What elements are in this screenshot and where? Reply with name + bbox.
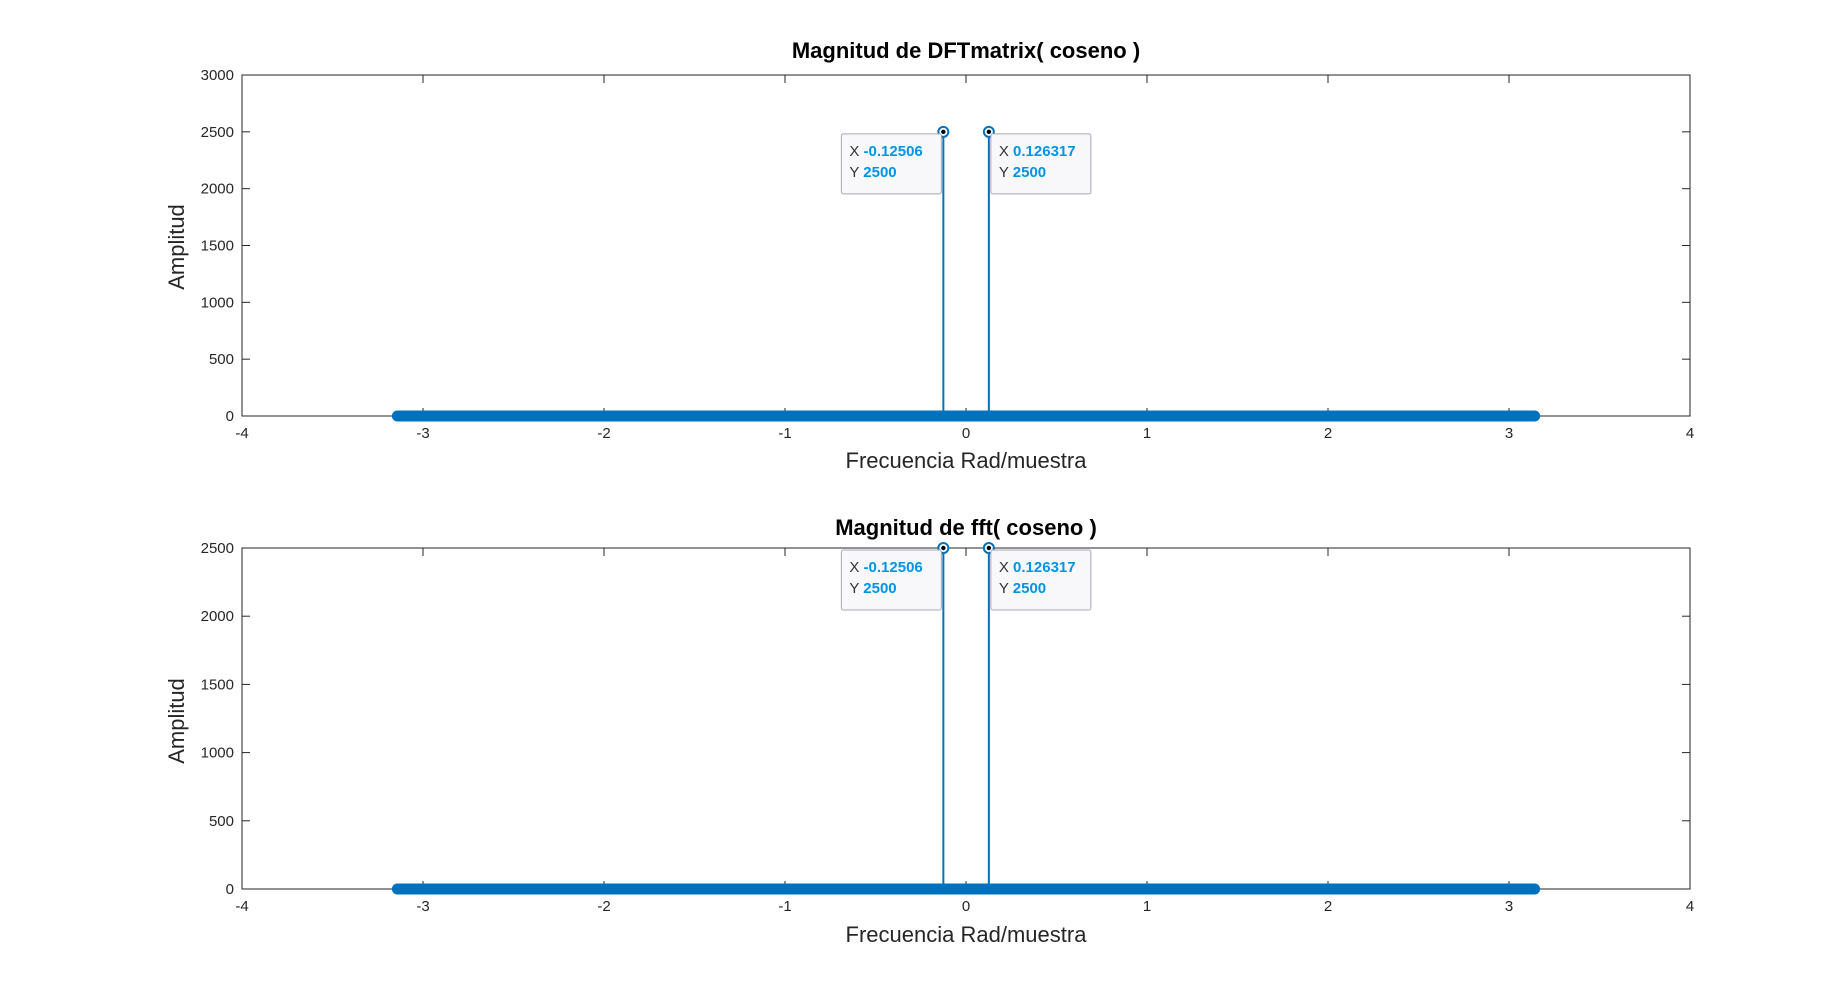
- datatip-label: X: [999, 143, 1013, 160]
- subplot-2-title: Magnitud de fft( coseno ): [835, 515, 1097, 540]
- subplot-2-ylabel: Amplitud: [164, 678, 189, 764]
- subplot-1-title: Magnitud de DFTmatrix( coseno ): [792, 38, 1140, 63]
- datatip-value: 2500: [1013, 580, 1046, 597]
- y-tick-label: 500: [209, 813, 234, 830]
- datatip-row: X -0.12506: [849, 559, 922, 576]
- subplot-1[interactable]: Magnitud de DFTmatrix( coseno ) Frecuenc…: [164, 38, 1694, 473]
- datatip-box: [840, 549, 942, 611]
- datatip-value: 0.126317: [1013, 559, 1076, 576]
- subplot-1-xlabel: Frecuencia Rad/muestra: [846, 448, 1088, 473]
- datatip-label: Y: [849, 164, 863, 181]
- datatip-anchor-dot: [986, 545, 992, 551]
- datatip-label: X: [849, 559, 863, 576]
- datatip-label: Y: [849, 580, 863, 597]
- x-tick-label: 1: [1143, 898, 1151, 915]
- x-tick-label: 3: [1505, 898, 1513, 915]
- subplot-1-ylabel: Amplitud: [164, 204, 189, 290]
- y-tick-label: 2000: [201, 608, 234, 625]
- axes-box: [241, 547, 1691, 890]
- datatip-label: X: [999, 559, 1013, 576]
- datatip-box: [990, 549, 1092, 611]
- x-tick-label: 4: [1686, 425, 1694, 442]
- y-tick-label: 2500: [201, 124, 234, 141]
- y-tick-label: 1000: [201, 294, 234, 311]
- y-tick-label: 3000: [201, 67, 234, 84]
- x-tick-label: -3: [416, 425, 429, 442]
- y-tick-label: 1000: [201, 745, 234, 762]
- x-tick-label: 1: [1143, 425, 1151, 442]
- datatip-label: Y: [999, 580, 1013, 597]
- datatip-value: 2500: [1013, 164, 1046, 181]
- y-tick-label: 0: [226, 408, 234, 425]
- x-tick-label: 0: [962, 898, 970, 915]
- datatip-anchor-dot: [986, 129, 992, 135]
- axes-box: [241, 74, 1691, 417]
- datatip-value: 2500: [863, 164, 896, 181]
- y-tick-label: 2500: [201, 540, 234, 557]
- x-tick-label: -2: [597, 425, 610, 442]
- datatip-row: X -0.12506: [849, 143, 922, 160]
- datatip-value: 2500: [863, 580, 896, 597]
- x-tick-label: -4: [235, 898, 248, 915]
- datatip-value: 0.126317: [1013, 143, 1076, 160]
- datatip-anchor-dot: [941, 129, 946, 135]
- datatip-label: Y: [999, 164, 1013, 181]
- subplot-1-plot-area[interactable]: -4 -3 -2 -1 0 1 2 3 4 0 500 1000 1500 2000 2500 3000 X -…: [201, 67, 1695, 442]
- x-tick-label: 0: [962, 425, 970, 442]
- datatip-row: X 0.126317: [999, 559, 1076, 576]
- x-tick-label: 4: [1686, 898, 1694, 915]
- subplot-2[interactable]: Magnitud de fft( coseno ) Frecuencia Rad…: [164, 515, 1694, 947]
- y-tick-label: 500: [209, 351, 234, 368]
- datatip-value: -0.12506: [864, 143, 923, 160]
- datatip-label: X: [849, 143, 863, 160]
- datatip-anchor-dot: [941, 545, 946, 551]
- datatip-row: Y 2500: [999, 164, 1046, 181]
- datatip-value: -0.12506: [864, 559, 923, 576]
- datatip-box: [840, 133, 942, 195]
- x-tick-label: -4: [235, 425, 248, 442]
- x-tick-label: -3: [416, 898, 429, 915]
- y-tick-label: 0: [226, 881, 234, 898]
- y-tick-label: 2000: [201, 181, 234, 198]
- x-tick-label: 3: [1505, 425, 1513, 442]
- x-tick-label: -1: [778, 425, 791, 442]
- x-tick-label: 2: [1324, 898, 1332, 915]
- x-tick-label: -1: [778, 898, 791, 915]
- x-tick-label: -2: [597, 898, 610, 915]
- x-tick-label: 2: [1324, 425, 1332, 442]
- y-tick-label: 1500: [201, 676, 234, 693]
- y-tick-label: 1500: [201, 238, 234, 255]
- datatip-row: Y 2500: [849, 580, 896, 597]
- datatip-row: Y 2500: [849, 164, 896, 181]
- subplot-2-xlabel: Frecuencia Rad/muestra: [846, 922, 1088, 947]
- datatip-box: [990, 133, 1092, 195]
- datatip-row: Y 2500: [999, 580, 1046, 597]
- datatip-row: X 0.126317: [999, 143, 1076, 160]
